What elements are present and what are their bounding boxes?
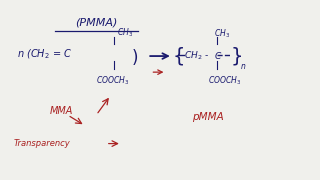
Text: CH$_2$ -: CH$_2$ -: [184, 50, 209, 62]
Text: CH$_3$: CH$_3$: [117, 27, 133, 39]
Text: {: {: [173, 47, 185, 66]
Text: pMMA: pMMA: [192, 112, 224, 122]
Text: CH$_3$: CH$_3$: [213, 28, 230, 40]
Text: }: }: [230, 47, 243, 66]
Text: Transparency: Transparency: [13, 139, 70, 148]
Text: COOCH$_3$: COOCH$_3$: [96, 75, 130, 87]
Text: COOCH$_3$: COOCH$_3$: [208, 75, 241, 87]
Text: C: C: [214, 51, 220, 60]
Text: n (CH$_2$ = C: n (CH$_2$ = C: [17, 48, 72, 61]
Text: n: n: [240, 62, 245, 71]
Text: ): ): [131, 49, 138, 67]
Text: MMA: MMA: [50, 106, 74, 116]
Text: (PMMA): (PMMA): [75, 17, 117, 27]
